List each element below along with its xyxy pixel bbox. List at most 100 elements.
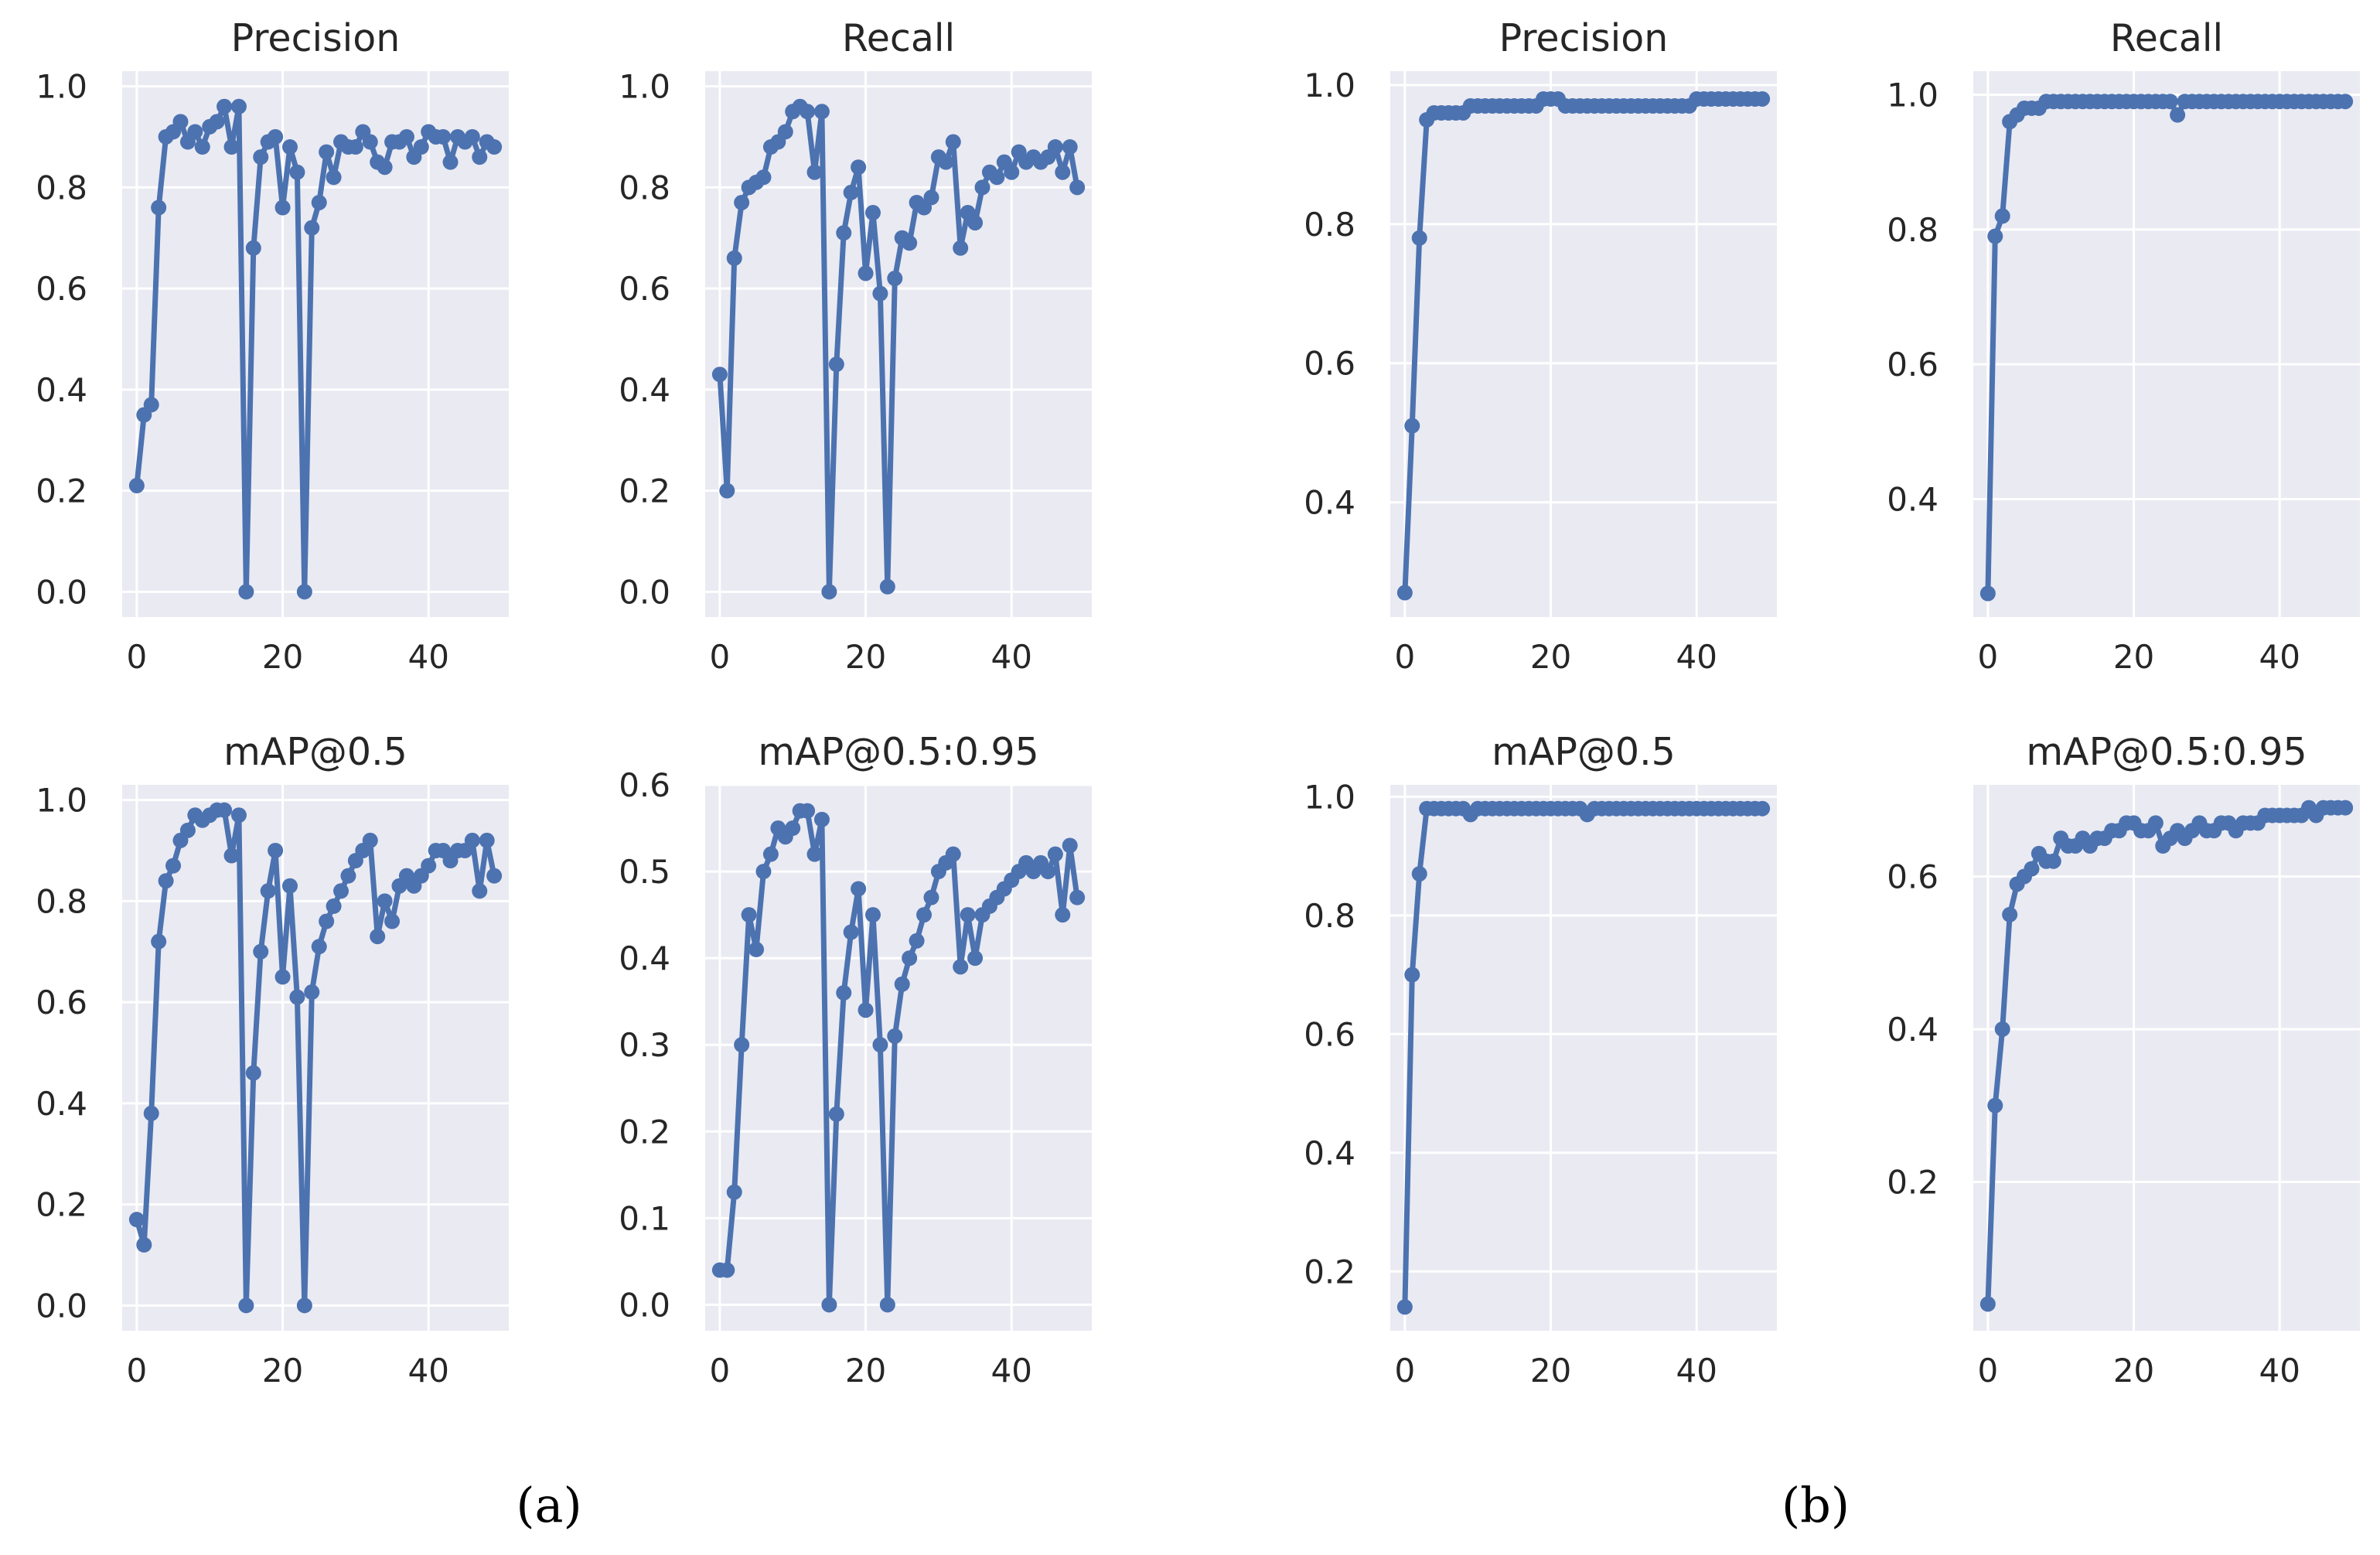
data-point	[836, 225, 852, 241]
data-point	[413, 139, 429, 155]
data-point	[472, 149, 488, 165]
data-point	[296, 1298, 312, 1314]
data-point	[319, 144, 335, 160]
data-point	[887, 1028, 903, 1044]
data-point	[989, 169, 1005, 186]
data-point	[1404, 418, 1420, 434]
data-point	[311, 194, 327, 210]
data-point	[945, 134, 961, 150]
data-point	[230, 98, 247, 114]
data-point	[194, 139, 210, 155]
data-point	[777, 124, 793, 140]
y-tick-label: 0.6	[1887, 858, 1938, 895]
x-tick-label: 0	[1395, 638, 1416, 676]
data-point	[2337, 800, 2354, 816]
x-tick-label: 40	[407, 638, 448, 676]
data-point	[128, 1212, 145, 1228]
x-tick-label: 0	[127, 638, 148, 676]
data-point	[967, 215, 984, 231]
y-tick-label: 0.5	[619, 853, 670, 891]
data-point	[1040, 864, 1056, 880]
data-point	[1411, 230, 1427, 246]
data-point	[311, 939, 327, 955]
y-tick-label: 0.1	[619, 1199, 670, 1237]
panel-title: Precision	[231, 16, 401, 60]
y-tick-label: 0.6	[619, 766, 670, 804]
data-point	[813, 811, 830, 827]
data-point	[165, 858, 182, 874]
y-tick-label: 0.4	[1887, 1011, 1938, 1049]
data-point	[1055, 164, 1071, 180]
data-point	[785, 820, 801, 837]
data-point	[1987, 228, 2003, 244]
data-point	[945, 846, 961, 862]
data-point	[151, 933, 167, 950]
panel-b-map-0-5: 0.2 0.4 0.6 0.8 1.0 0 20 40 mAP@0.5	[1304, 730, 1777, 1390]
x-tick-label: 40	[991, 1352, 1031, 1390]
data-point	[274, 199, 291, 216]
data-point	[879, 578, 895, 595]
x-tick-label: 0	[1978, 638, 1999, 676]
group-label-b: (b)	[1782, 1477, 1850, 1533]
data-point	[223, 139, 240, 155]
data-point	[923, 189, 939, 206]
y-tick-label: 0.8	[36, 882, 87, 920]
y-tick-label: 0.4	[1304, 484, 1355, 522]
data-point	[1004, 164, 1020, 180]
y-tick-label: 0.4	[619, 371, 670, 409]
data-point	[887, 271, 903, 287]
data-point	[289, 989, 305, 1005]
panel-title: mAP@0.5:0.95	[758, 730, 1038, 774]
data-point	[143, 397, 159, 413]
data-point	[384, 913, 401, 929]
y-tick-label: 0.2	[619, 472, 670, 510]
data-point	[879, 1297, 895, 1313]
data-point	[128, 478, 145, 494]
y-tick-label: 0.4	[1304, 1134, 1355, 1172]
x-tick-label: 0	[127, 1352, 148, 1390]
y-tick-label: 0.3	[619, 1026, 670, 1064]
panel-a-recall: 0.0 0.2 0.4 0.6 0.8 1.0 0 20 40 Recall	[619, 16, 1092, 676]
data-point	[1396, 1299, 1413, 1315]
axes-background	[1390, 785, 1777, 1331]
y-tick-label: 0.8	[36, 169, 87, 206]
x-tick-label: 0	[1978, 1352, 1999, 1390]
data-point	[858, 1002, 874, 1018]
x-tick-label: 40	[991, 638, 1031, 676]
data-point	[1994, 1021, 2010, 1037]
y-tick-label: 0.8	[619, 169, 670, 206]
data-point	[902, 950, 918, 967]
data-point	[1062, 837, 1078, 854]
data-point	[274, 969, 291, 985]
data-point	[2170, 107, 2186, 123]
data-point	[347, 139, 363, 155]
data-point	[253, 943, 269, 960]
data-point	[464, 128, 480, 145]
y-tick-label: 1.0	[1304, 66, 1355, 104]
data-point	[953, 959, 969, 975]
data-point	[238, 584, 254, 600]
data-point	[1055, 907, 1071, 923]
data-point	[864, 205, 881, 221]
data-point	[1411, 866, 1427, 882]
panel-title: mAP@0.5:0.95	[2026, 730, 2307, 774]
data-point	[1069, 179, 1086, 196]
axes-background	[1390, 71, 1777, 617]
data-point	[217, 98, 233, 114]
data-point	[916, 907, 933, 923]
data-point	[806, 846, 823, 862]
data-point	[902, 235, 918, 251]
group-label-a: (a)	[516, 1477, 581, 1533]
data-point	[223, 847, 240, 864]
data-point	[719, 483, 735, 499]
data-point	[421, 858, 437, 874]
panel-title: Precision	[1499, 16, 1669, 60]
data-point	[1069, 889, 1086, 905]
data-point	[800, 104, 816, 120]
y-tick-label: 0.4	[619, 939, 670, 977]
data-point	[398, 128, 414, 145]
y-tick-label: 0.2	[36, 472, 87, 510]
data-point	[472, 883, 488, 899]
data-point	[260, 883, 276, 899]
y-tick-label: 1.0	[1304, 778, 1355, 816]
